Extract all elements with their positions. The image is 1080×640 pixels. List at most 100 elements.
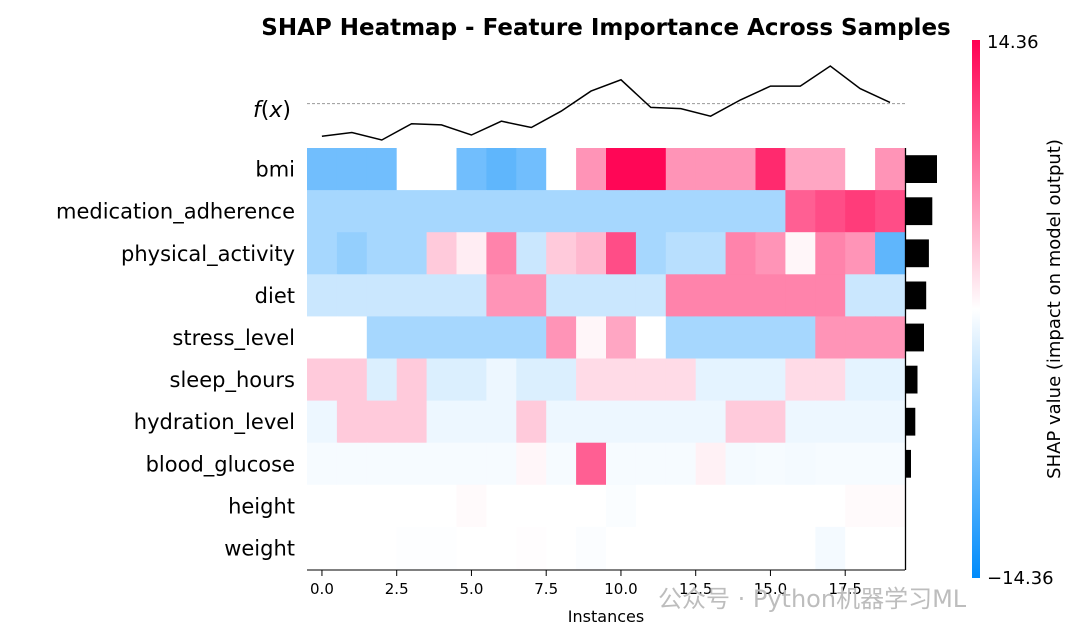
heatmap-cell (336, 232, 368, 275)
heatmap-cell (665, 400, 697, 444)
importance-bar (906, 239, 929, 268)
heatmap-cell (486, 316, 517, 360)
heatmap-cell (845, 400, 876, 444)
heatmap-cell (456, 442, 487, 486)
heatmap-cell (725, 484, 757, 528)
heatmap-cell (456, 232, 487, 275)
heatmap-cell (815, 526, 846, 570)
heatmap-cell (815, 316, 846, 360)
heatmap-cell (576, 400, 607, 444)
heatmap-cell (785, 232, 816, 275)
heatmap-cell (695, 232, 727, 275)
feature-label: hydration_level (134, 410, 295, 435)
heatmap-cell (366, 190, 398, 233)
heatmap-cell (516, 400, 547, 444)
heatmap-cell (815, 484, 846, 528)
heatmap-cell (725, 148, 757, 191)
heatmap-cell (845, 274, 876, 317)
x-axis-label: Instances (568, 607, 644, 626)
heatmap-cell (875, 316, 906, 360)
heatmap-cell (785, 190, 816, 233)
heatmap-cell (546, 358, 577, 402)
heatmap-cell (635, 484, 667, 528)
heatmap-cell (725, 526, 757, 570)
heatmap-cell (576, 442, 607, 486)
heatmap-cell (336, 400, 368, 444)
heatmap-cell (366, 358, 398, 402)
heatmap-cell (546, 316, 577, 360)
feature-label: sleep_hours (170, 368, 296, 393)
heatmap-cell (665, 232, 697, 275)
heatmap-cell (785, 526, 816, 570)
heatmap-cell (635, 190, 667, 233)
heatmap-cell (725, 316, 757, 360)
x-tick-label: 15.0 (754, 580, 787, 598)
heatmap-cell (486, 232, 517, 275)
feature-labels: bmi medication_adherence physical_activity… (56, 158, 295, 561)
heatmap-cell (546, 442, 577, 486)
x-tick-label: 5.0 (460, 580, 484, 598)
heatmap-cell (606, 190, 637, 233)
heatmap-cell (576, 274, 607, 317)
heatmap-cell (366, 484, 398, 528)
x-tick-label: 7.5 (534, 580, 558, 598)
heatmap-cell (815, 442, 846, 486)
heatmap-cell (695, 400, 727, 444)
heatmap-cell (516, 358, 547, 402)
heatmap-cell (426, 526, 458, 570)
feature-label: blood_glucose (146, 452, 295, 477)
feature-label: bmi (255, 158, 295, 182)
heatmap-cell (516, 232, 547, 275)
heatmap-cell (456, 484, 487, 528)
heatmap-cell (456, 316, 487, 360)
heatmap-cell (845, 526, 876, 570)
heatmap-cell (456, 400, 487, 444)
heatmap-cell (307, 274, 338, 317)
heatmap-cell (516, 526, 547, 570)
heatmap-cell (456, 148, 487, 191)
heatmap-cell (635, 442, 667, 486)
heatmap-cell (426, 316, 458, 360)
heatmap-cell (336, 274, 368, 317)
heatmap-cell (396, 484, 428, 528)
heatmap-cell (486, 148, 517, 191)
heatmap-cell (875, 442, 906, 486)
heatmap-cell (336, 526, 368, 570)
heatmap-cell (366, 526, 398, 570)
heatmap-cell (785, 358, 816, 402)
heatmap-cell (486, 400, 517, 444)
heatmap-cell (875, 526, 906, 570)
heatmap-cell (606, 358, 637, 402)
heatmap-cell (755, 526, 786, 570)
heatmap-cell (725, 190, 757, 233)
heatmap-cell (426, 484, 458, 528)
heatmap-cell (336, 484, 368, 528)
heatmap-cell (635, 316, 667, 360)
heatmap-cell (456, 190, 487, 233)
heatmap-cell (815, 358, 846, 402)
heatmap-cell (695, 442, 727, 486)
heatmap-cell (665, 526, 697, 570)
heatmap-cell (546, 148, 577, 191)
heatmap-cell (546, 526, 577, 570)
heatmap-cell (516, 148, 547, 191)
heatmap-cell (486, 442, 517, 486)
heatmap-cell (396, 442, 428, 486)
heatmap-cell (635, 148, 667, 191)
heatmap-cell (725, 232, 757, 275)
heatmap-cell (845, 442, 876, 486)
heatmap-cell (576, 484, 607, 528)
heatmap-cell (606, 148, 637, 191)
heatmap-cell (606, 526, 637, 570)
heatmap-cell (546, 232, 577, 275)
heatmap-cell (426, 190, 458, 233)
heatmap-cell (606, 400, 637, 444)
importance-bar (906, 197, 933, 226)
fx-label: f(x) (253, 98, 291, 123)
heatmap-cell (396, 526, 428, 570)
heatmap-cell (725, 358, 757, 402)
heatmap-cell (725, 274, 757, 317)
heatmap-cell (845, 190, 876, 233)
heatmap-cell (516, 274, 547, 317)
heatmap-cell (665, 358, 697, 402)
